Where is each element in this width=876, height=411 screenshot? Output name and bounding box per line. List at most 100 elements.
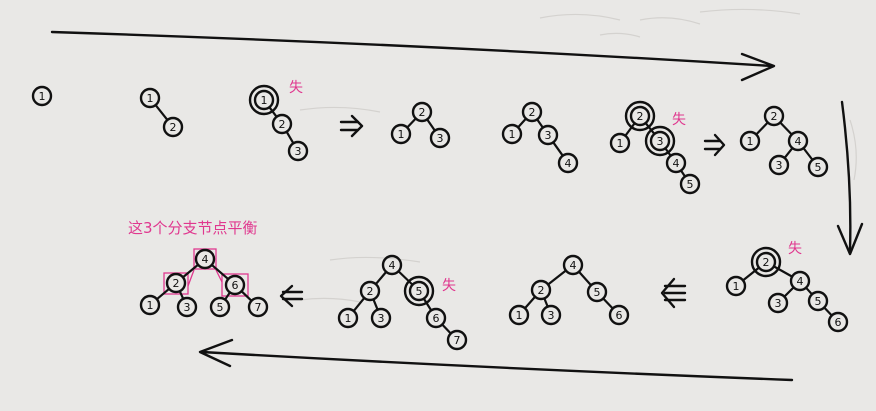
node-label: 6	[433, 312, 440, 325]
node-label: 3	[437, 132, 444, 145]
rotation-arrow-3	[660, 277, 687, 309]
node-circle	[501, 123, 523, 145]
node-label: 1	[516, 309, 523, 322]
tree-edge	[823, 306, 833, 317]
tree-node-3: 3	[287, 140, 309, 162]
node-circle	[562, 254, 584, 276]
node-circle	[665, 152, 687, 174]
node-circle	[337, 307, 359, 329]
tree-step-2: 12	[139, 87, 184, 138]
tree-node-7: 7	[446, 329, 468, 351]
tree-node-3: 3	[537, 124, 559, 146]
node-circle	[586, 281, 608, 303]
tree-node-2: 2	[530, 279, 552, 301]
tree-node-4: 4	[557, 152, 579, 174]
bottom-flow-arrow	[200, 350, 794, 382]
node-circle	[425, 307, 447, 329]
tree-step-4: 2 1 3	[390, 101, 451, 149]
tree-edge	[181, 263, 200, 279]
tree-edge	[802, 147, 814, 161]
node-label: 2	[170, 121, 177, 134]
tree-edge	[577, 270, 593, 287]
tree-node-3: 3	[644, 125, 676, 157]
tree-node-2: 2	[411, 101, 433, 123]
node-label: 7	[454, 334, 461, 347]
node-circle	[209, 296, 231, 318]
tree-node-1: 1	[139, 294, 161, 316]
tree-node-3: 3	[768, 154, 790, 176]
tree-edge	[516, 117, 528, 129]
unbalanced-label-step6: 失	[672, 112, 686, 128]
top-flow-arrow	[50, 30, 774, 68]
unbalanced-highlight	[403, 275, 435, 307]
tree-edge	[210, 263, 230, 281]
top-flow-arrowhead	[740, 52, 776, 82]
node-label: 3	[184, 301, 191, 314]
tree-node-6: 6	[224, 274, 246, 296]
node-label: 1	[747, 135, 754, 148]
node-circle	[194, 248, 216, 270]
node-label: 7	[255, 301, 262, 314]
node-label: 1	[733, 280, 740, 293]
tree-edge	[223, 291, 232, 301]
tree-node-2: 2	[763, 105, 785, 127]
node-circle	[271, 113, 293, 135]
tree-node-1: 1	[725, 275, 747, 297]
node-circle	[763, 105, 785, 127]
node-label: 1	[345, 312, 352, 325]
tree-node-5: 5	[807, 156, 829, 178]
tree-step-10: 4 2 5 1 3 6 7	[337, 254, 468, 351]
node-label: 1	[509, 128, 516, 141]
tree-edge	[406, 117, 417, 129]
tree-node-3: 3	[540, 304, 562, 326]
tree-node-2: 2	[750, 246, 782, 278]
node-circle	[247, 296, 269, 318]
rotation-arrow-1	[339, 114, 364, 138]
node-circle	[287, 140, 309, 162]
tree-edge	[285, 130, 295, 145]
tree-edge	[374, 270, 388, 286]
tree-edge	[783, 146, 794, 160]
node-label: 6	[616, 309, 623, 322]
node-label: 2	[538, 284, 545, 297]
node-label: 6	[232, 279, 239, 292]
node-circle	[540, 304, 562, 326]
right-flow-arrow	[840, 100, 852, 252]
node-circle	[767, 292, 789, 314]
node-circle	[755, 251, 777, 273]
tree-node-2: 2	[624, 100, 656, 132]
box-around-node-6	[221, 273, 249, 297]
tree-edge	[679, 169, 687, 178]
node-circle	[224, 274, 246, 296]
node-label: 2	[173, 277, 180, 290]
tree-node-5: 5	[679, 173, 701, 195]
node-circle	[139, 87, 161, 109]
tree-node-5: 5	[586, 281, 608, 303]
tree-node-1: 1	[248, 84, 280, 116]
node-label: 3	[545, 129, 552, 142]
tree-node-1: 1	[31, 85, 53, 107]
rotation-arrow-2	[703, 133, 726, 157]
tree-node-1: 1	[390, 123, 412, 145]
tree-node-1: 1	[739, 130, 761, 152]
unbalanced-label-step3: 失	[289, 80, 303, 96]
tree-edge	[422, 297, 433, 312]
node-circle	[827, 311, 849, 333]
node-circle	[508, 304, 530, 326]
tree-edge	[546, 269, 568, 286]
unbalanced-highlight	[248, 84, 280, 116]
balance-annotation: 这3个分支节点平衡	[128, 219, 258, 237]
tree-node-5: 5	[209, 296, 231, 318]
flow-arrows	[50, 30, 864, 382]
node-circle	[629, 105, 651, 127]
node-label: 5	[217, 301, 224, 314]
node-label: 1	[147, 92, 154, 105]
node-circle	[557, 152, 579, 174]
tree-node-3: 3	[767, 292, 789, 314]
node-label: 4	[797, 275, 804, 288]
tree-node-2: 2	[165, 272, 187, 294]
tree-edge	[779, 121, 793, 136]
node-label: 5	[815, 295, 822, 308]
tree-step-1: 1	[31, 85, 53, 107]
node-circle	[429, 127, 451, 149]
